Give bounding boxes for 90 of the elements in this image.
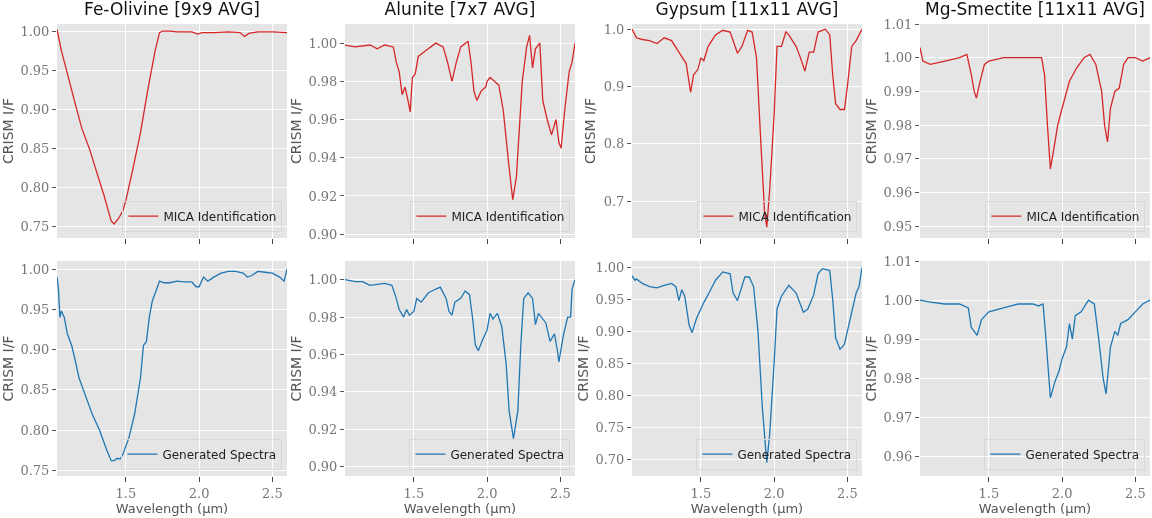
x-tick-label: 2.5 [550,485,571,501]
y-axis-title: CRISM I/F [863,335,879,402]
y-tick-label: 0.70 [595,451,625,467]
x-tick-label: 2.0 [763,485,785,501]
y-axis-title: CRISM I/F [288,335,304,402]
y-tick-label: 0.7 [603,193,625,209]
y-tick-label: 1.00 [883,292,913,308]
legend-label: MICA Identification [451,209,565,224]
y-tick-label: 0.9 [603,79,625,95]
line-series [345,279,575,440]
y-tick-label: 0.98 [308,309,338,325]
line-series [632,266,862,464]
x-tick-label: 2.0 [476,485,498,501]
y-tick-label: 0.75 [20,462,50,478]
y-axis-title: CRISM I/F [575,335,591,402]
y-tick-label: 0.99 [883,83,913,99]
y-tick-label: 0.90 [308,226,338,242]
x-axis-title: Wavelength (μm) [978,501,1092,517]
y-tick-label: 0.96 [883,185,913,201]
y-tick-label: 0.94 [308,384,338,400]
y-tick-label: 0.97 [883,151,913,167]
y-tick-label: 0.96 [308,112,338,128]
y-tick-label: 0.95 [20,62,50,78]
chart-title: Gypsum [11x11 AVG] [655,0,839,19]
y-axis-title: CRISM I/F [582,98,599,164]
y-tick-label: 0.8 [603,136,625,152]
x-tick-label: 1.5 [978,485,1000,501]
x-tick-label: 2.5 [1125,485,1146,501]
y-tick-label: 0.90 [20,342,50,358]
y-tick-label: 0.80 [20,179,50,195]
y-tick-label: 1.00 [20,261,50,277]
line-series [57,268,287,462]
line-series [632,28,862,228]
y-tick-label: 0.92 [308,421,338,437]
x-tick-label: 1.5 [403,485,425,501]
y-tick-label: 0.98 [883,370,913,386]
y-tick-label: 0.85 [20,140,50,156]
chart-title: Fe-Olivine [9x9 AVG] [84,0,260,19]
line-series [57,28,287,225]
y-tick-label: 0.90 [20,101,50,117]
y-axis-title: CRISM I/F [0,335,16,402]
y-tick-label: 1.01 [883,16,913,32]
y-tick-label: 0.97 [883,409,913,425]
legend-label: Generated Spectra [450,447,565,462]
y-tick-label: 0.75 [595,419,625,435]
y-tick-label: 1.01 [883,253,913,269]
x-tick-label: 2.5 [262,485,283,501]
x-tick-label: 2.5 [837,485,858,501]
y-tick-label: 0.98 [308,73,338,89]
y-tick-label: 1.00 [595,259,625,275]
y-axis-title: CRISM I/F [288,98,304,164]
y-tick-label: 1.00 [883,50,913,66]
line-series [345,34,575,201]
y-axis-title: CRISM I/F [0,98,16,164]
y-tick-label: 0.80 [20,422,50,438]
y-tick-label: 0.96 [883,449,913,464]
y-tick-label: 0.95 [595,291,625,307]
x-axis-title: Wavelength (μm) [690,501,804,517]
chart-title: Mg-Smectite [11x11 AVG] [924,0,1146,19]
y-tick-label: 0.99 [883,331,913,347]
y-tick-label: 1.0 [603,21,625,37]
y-tick-label: 0.90 [595,323,625,339]
x-tick-label: 2.0 [188,485,210,501]
legend-label: Generated Spectra [1025,447,1140,462]
legend-label: MICA Identification [1026,209,1140,224]
x-tick-label: 1.5 [115,485,137,501]
y-tick-label: 0.92 [308,188,338,204]
y-tick-label: 0.90 [308,459,338,475]
y-tick-label: 1.00 [308,272,338,288]
y-tick-label: 0.98 [883,117,913,133]
y-tick-label: 0.94 [308,150,338,166]
line-series [920,299,1150,399]
x-tick-label: 1.5 [690,485,712,501]
legend-label: Generated Spectra [162,447,277,462]
y-tick-label: 0.75 [20,218,50,234]
x-axis-title: Wavelength (μm) [115,501,229,517]
y-axis-title: CRISM I/F [863,98,879,164]
y-tick-label: 1.00 [308,35,338,51]
x-tick-label: 2.0 [1051,485,1073,501]
line-series [920,46,1150,170]
x-axis-title: Wavelength (μm) [403,501,517,517]
y-tick-label: 0.95 [883,218,913,234]
y-tick-label: 0.96 [308,347,338,363]
y-tick-label: 1.00 [20,23,50,39]
chart-title: Alunite [7x7 AVG] [384,0,536,19]
y-tick-label: 0.85 [20,382,50,398]
y-tick-label: 0.95 [20,301,50,317]
y-tick-label: 0.85 [595,355,625,371]
legend-label: MICA Identification [163,209,277,224]
y-tick-label: 0.80 [595,387,625,403]
